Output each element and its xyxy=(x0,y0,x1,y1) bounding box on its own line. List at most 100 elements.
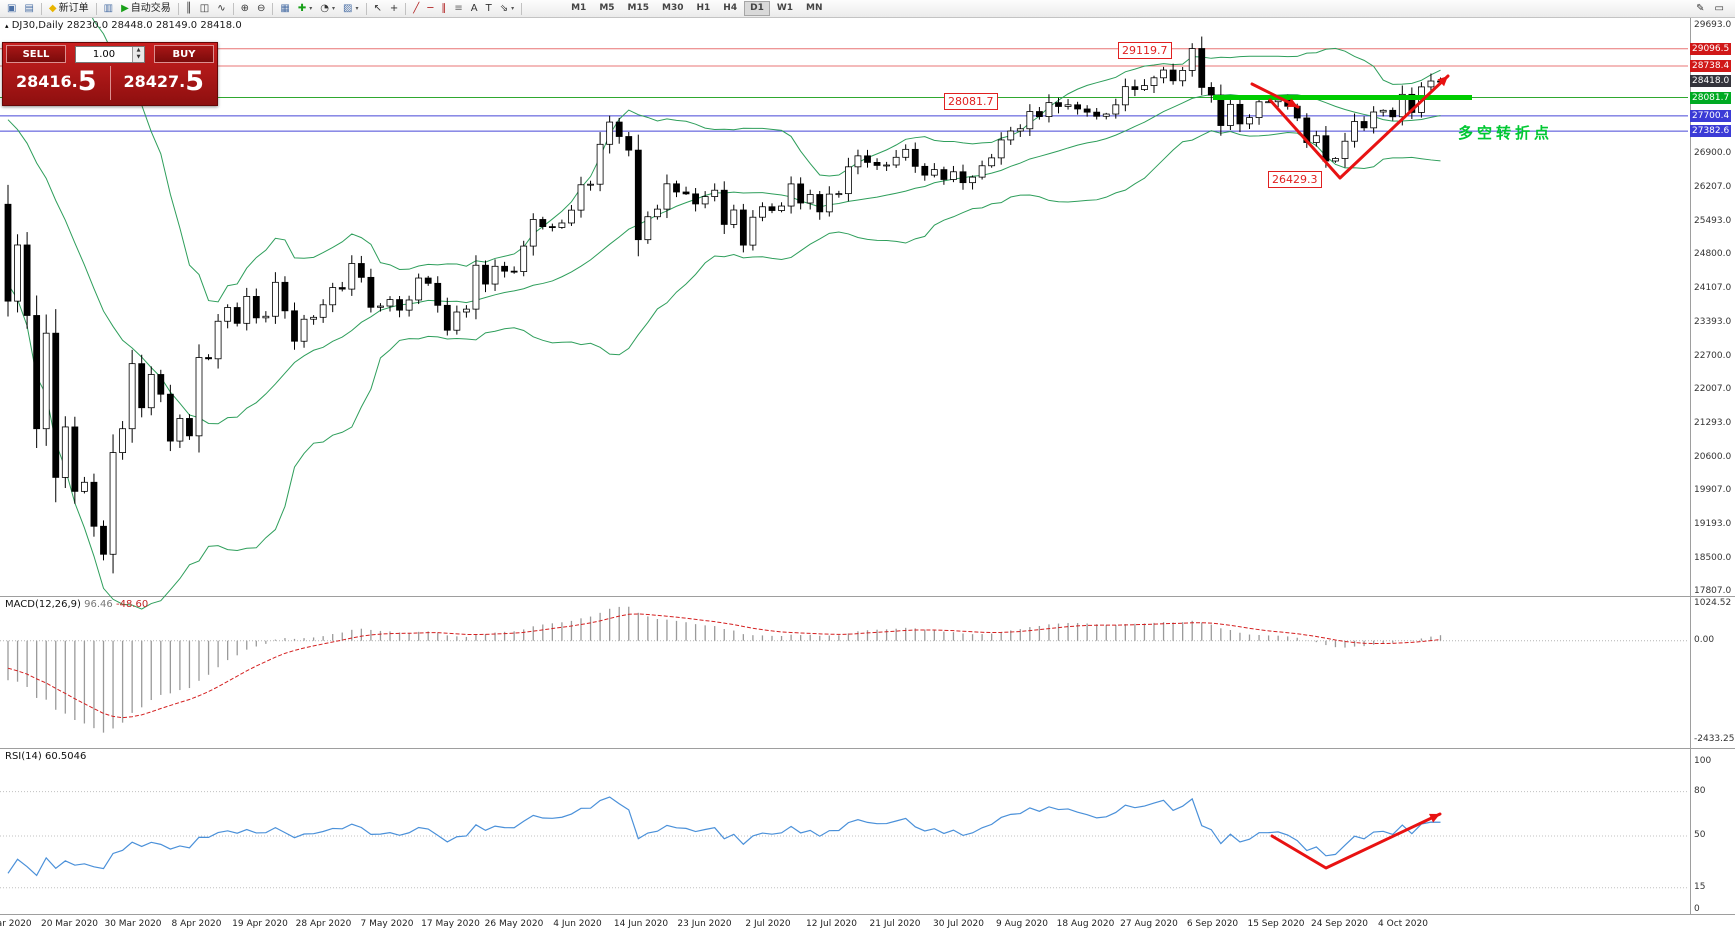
price-tag: 28418.0 xyxy=(1690,75,1732,88)
volume-up-icon[interactable]: ▲ xyxy=(133,46,144,54)
price-tick: 50 xyxy=(1694,830,1706,840)
macd-panel xyxy=(0,606,1688,733)
candle-body xyxy=(1055,102,1062,107)
channel-icon[interactable]: ∥ xyxy=(437,0,450,17)
candle-body xyxy=(1370,111,1378,129)
date-label: 7 May 2020 xyxy=(360,919,414,929)
cursor-icon[interactable]: ↖ xyxy=(370,0,386,17)
timeframe-w1[interactable]: W1 xyxy=(776,3,794,13)
crosshair-icon[interactable]: + xyxy=(386,0,402,17)
candle-body xyxy=(1150,77,1158,86)
candle-body xyxy=(1102,113,1110,117)
chart-title: ▴ DJ30,Daily 28230.0 28448.0 28149.0 284… xyxy=(5,20,242,31)
candle-body xyxy=(997,139,1005,159)
price-tag: 27382.6 xyxy=(1690,125,1732,138)
price-tag: 28738.4 xyxy=(1690,59,1732,72)
price-tick: 19193.0 xyxy=(1694,519,1732,530)
price-callout-pivot[interactable]: 28081.7 xyxy=(944,93,998,110)
candle-body xyxy=(1121,86,1129,106)
candle-body xyxy=(739,209,747,246)
candle-body xyxy=(367,276,375,308)
candle-body xyxy=(1016,128,1024,132)
rsi-panel xyxy=(0,791,1688,889)
charts-icon[interactable]: ▥ xyxy=(100,0,117,17)
level-lines[interactable] xyxy=(0,48,1688,132)
autotrade-button[interactable]: ▶ 自动交易 xyxy=(117,0,175,17)
new-order-button[interactable]: ◆ 新订单 xyxy=(45,0,93,17)
price-axis[interactable]: 29693.0 26900.0 26207.0 25493.0 24800.0 24107… xyxy=(1690,18,1735,916)
chevron-down-icon: ▾ xyxy=(511,5,515,12)
candle-body xyxy=(109,452,117,555)
time-axis[interactable]: 1 Mar 2020 20 Mar 2020 30 Mar 2020 8 Apr 20… xyxy=(0,916,1690,940)
buy-button[interactable]: BUY xyxy=(154,45,214,63)
chevron-down-icon: ▾ xyxy=(355,5,359,12)
volume-down-icon[interactable]: ▼ xyxy=(133,54,144,62)
trendline-icon[interactable]: ╱ xyxy=(409,0,423,17)
fibonacci-icon[interactable]: ≡ xyxy=(450,0,466,17)
timeframe-m15[interactable]: M15 xyxy=(627,3,650,13)
text-icon[interactable]: A xyxy=(467,0,482,17)
add-indicator-icon[interactable]: ✚ ▾ xyxy=(294,0,316,17)
candle-body xyxy=(1112,104,1120,115)
candle-body xyxy=(1074,104,1081,110)
rsi-reversal-arrow[interactable] xyxy=(1270,812,1442,870)
line-chart-icon[interactable]: ∿ xyxy=(213,0,229,17)
candle-body xyxy=(52,332,60,478)
zoom-in-icon[interactable]: ⊕ xyxy=(237,0,253,17)
breakdown-arrow-head xyxy=(1287,98,1298,107)
volume-value[interactable]: 1.00 xyxy=(92,48,116,60)
candle-body xyxy=(501,265,509,272)
candle-body xyxy=(386,299,394,307)
candles-layer xyxy=(4,36,1444,574)
timeframe-m1[interactable]: M1 xyxy=(571,3,587,13)
buy-price: 28427. 5 xyxy=(111,63,218,105)
candle-body xyxy=(262,315,270,319)
candle-body xyxy=(548,226,556,228)
new-window-icon[interactable]: ▣ xyxy=(3,0,20,17)
price-callout-high[interactable]: 29119.7 xyxy=(1118,42,1172,59)
periods-icon[interactable]: ◔ ▾ xyxy=(316,0,339,17)
candle-body xyxy=(1322,135,1330,162)
timeframe-mn[interactable]: MN xyxy=(806,3,823,13)
bar-chart-icon: ║ xyxy=(185,3,192,14)
candle-chart-icon[interactable]: ◫ xyxy=(196,0,213,17)
candle-body xyxy=(1131,86,1139,90)
candle-body xyxy=(61,426,69,478)
timeframe-m30[interactable]: M30 xyxy=(662,3,684,13)
timeframe-m5[interactable]: M5 xyxy=(599,3,615,13)
template-icon[interactable]: ▨ ▾ xyxy=(339,0,362,17)
label-icon[interactable]: T xyxy=(482,0,496,17)
candle-body xyxy=(357,263,365,278)
arrows-icon[interactable]: ⇘ ▾ xyxy=(496,0,518,17)
candle-body xyxy=(1227,103,1234,126)
annotation-text[interactable]: 多空转折点 xyxy=(1458,124,1554,142)
ohlc-values: 28230.0 28448.0 28149.0 28418.0 xyxy=(66,20,242,31)
bar-chart-icon[interactable]: ║ xyxy=(182,0,196,17)
timeframe-d1[interactable]: D1 xyxy=(744,1,770,16)
rsi-line xyxy=(7,796,1441,877)
price-callout-low[interactable]: 26429.3 xyxy=(1268,171,1322,188)
price-tag: 27700.4 xyxy=(1690,109,1732,122)
volume-spinner[interactable]: ▲ ▼ xyxy=(132,46,144,62)
charts-icon: ▥ xyxy=(103,3,114,14)
timeframe-h4[interactable]: H4 xyxy=(723,3,738,13)
candle-body xyxy=(33,315,41,430)
profiles-icon[interactable]: ▤ xyxy=(20,0,37,17)
chart-marker-icon: ▴ xyxy=(5,22,9,30)
toolbar-separator xyxy=(95,2,97,15)
sell-button[interactable]: SELL xyxy=(6,45,66,63)
candle-body xyxy=(988,157,996,167)
layout-icon[interactable]: ▭ xyxy=(1711,0,1728,17)
candle-body xyxy=(81,481,88,492)
drawn-arrows[interactable] xyxy=(1250,74,1450,870)
timeframe-h1[interactable]: H1 xyxy=(696,3,711,13)
toolbar-left-group: ▣ ▤ ◆ 新订单 ▥ ▶ 自动交易 ║ ◫ ∿ ⊕ ⊖ ▦ ✚ ▾ ◔ ▾ ▨ ▾ ↖ + ╱ ─ ∥ ≡ A T ⇘ ▾ xyxy=(3,0,525,17)
volume-field[interactable]: 1.00 ▲ ▼ xyxy=(75,45,145,63)
candle-body xyxy=(625,136,633,151)
edit-icon[interactable]: ✎ xyxy=(1692,0,1708,17)
horizontal-line-icon[interactable]: ─ xyxy=(423,0,437,17)
v-reversal-arrow[interactable] xyxy=(1268,74,1450,180)
tile-windows-icon[interactable]: ▦ xyxy=(276,0,293,17)
zoom-out-icon[interactable]: ⊖ xyxy=(253,0,269,17)
